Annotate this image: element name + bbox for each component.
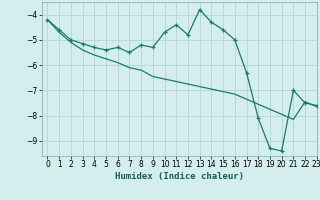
X-axis label: Humidex (Indice chaleur): Humidex (Indice chaleur) — [115, 172, 244, 181]
